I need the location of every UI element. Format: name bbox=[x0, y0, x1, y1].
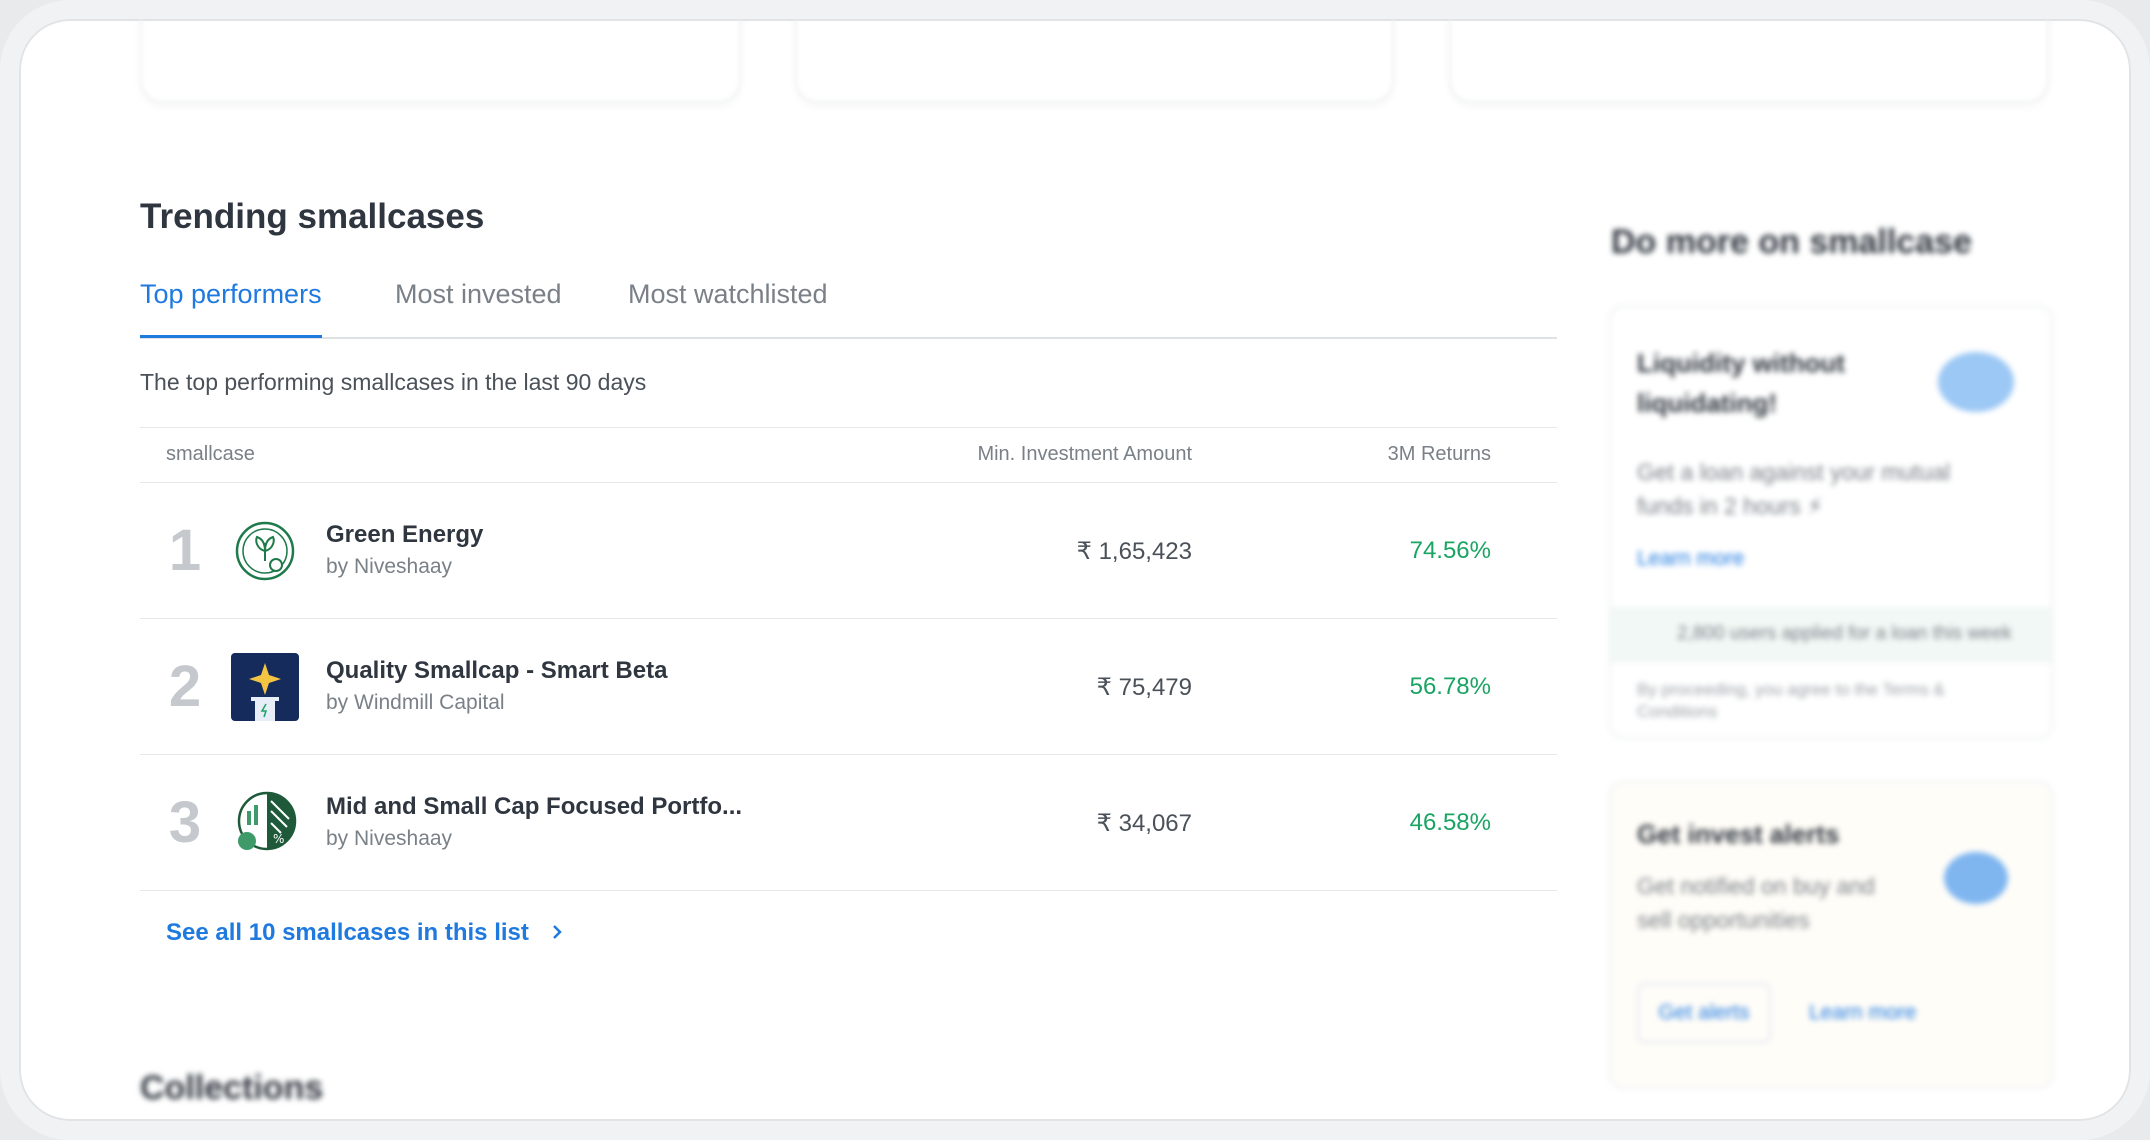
returns: 46.58% bbox=[1409, 809, 1491, 836]
card-note-bar: 2,800 users applied for a loan this week bbox=[1611, 607, 2051, 663]
see-all-text[interactable]: See all 10 smallcases in this list bbox=[166, 919, 529, 946]
button[interactable]: Learn more bbox=[1809, 1001, 1917, 1024]
tab[interactable]: Most watchlisted bbox=[628, 279, 828, 309]
min-investment: ₹ 34,067 bbox=[1096, 810, 1192, 837]
card-title: Liquidity without liquidating! bbox=[1637, 348, 1845, 418]
manager: by Niveshaay bbox=[326, 827, 453, 850]
tab[interactable]: Top performers bbox=[140, 279, 322, 309]
rank: 1 bbox=[168, 518, 202, 583]
manager: by Niveshaay bbox=[326, 555, 453, 578]
card-note: 2,800 users applied for a loan this week bbox=[1677, 623, 2012, 644]
returns: 56.78% bbox=[1409, 673, 1491, 700]
rank: 2 bbox=[168, 654, 202, 719]
card-illustration bbox=[1944, 852, 2008, 904]
smallcase-name[interactable]: Mid and Small Cap Focused Portfo... bbox=[326, 793, 743, 820]
divider bbox=[140, 618, 1557, 619]
section-title: Trending smallcases bbox=[140, 197, 485, 236]
column-header: 3M Returns bbox=[1387, 443, 1491, 465]
smallcase-name[interactable]: Quality Smallcap - Smart Beta bbox=[326, 657, 668, 684]
divider bbox=[140, 754, 1557, 755]
smallcase-icon bbox=[231, 653, 299, 721]
card-link[interactable]: Learn more bbox=[1637, 547, 1745, 570]
svg-text:%: % bbox=[273, 832, 284, 846]
smallcase-icon bbox=[235, 521, 295, 581]
tab-divider bbox=[140, 337, 1557, 339]
returns: 74.56% bbox=[1409, 537, 1491, 564]
top-card[interactable] bbox=[795, 19, 1394, 103]
divider bbox=[140, 482, 1557, 483]
divider bbox=[140, 890, 1557, 891]
card-disclaimer: By proceeding, you agree to the Terms & … bbox=[1637, 680, 1945, 721]
rank: 3 bbox=[168, 790, 202, 855]
manager: by Windmill Capital bbox=[326, 691, 505, 714]
card-illustration bbox=[1938, 352, 2014, 412]
sidebar: Do more on smallcase Liquidity without l… bbox=[1609, 209, 2053, 1121]
smallcase-name[interactable]: Green Energy bbox=[326, 521, 484, 548]
card-text: Get notified on buy and sell opportuniti… bbox=[1637, 873, 1875, 933]
active-tab-indicator bbox=[140, 335, 322, 338]
tab[interactable]: Most invested bbox=[395, 279, 562, 309]
description: The top performing smallcases in the las… bbox=[140, 369, 647, 395]
divider bbox=[140, 427, 1557, 428]
card-text: Get a loan against your mutual funds in … bbox=[1637, 459, 1951, 519]
alerts-card[interactable]: Get invest alerts Get notified on buy an… bbox=[1609, 781, 2053, 1089]
top-card[interactable] bbox=[140, 19, 741, 103]
min-investment: ₹ 1,65,423 bbox=[1076, 538, 1192, 565]
loan-card[interactable]: Liquidity without liquidating! Get a loa… bbox=[1609, 305, 2053, 739]
card-title: Get invest alerts bbox=[1637, 819, 1840, 849]
smallcase-icon: % bbox=[237, 791, 297, 851]
button[interactable]: Get alerts bbox=[1637, 983, 1771, 1043]
column-header: smallcase bbox=[166, 443, 255, 465]
min-investment: ₹ 75,479 bbox=[1096, 674, 1192, 701]
see-all-link[interactable]: See all 10 smallcases in this list bbox=[166, 919, 567, 947]
collections-title: Collections bbox=[140, 1069, 324, 1107]
sidebar-title: Do more on smallcase bbox=[1611, 223, 1972, 261]
column-header: Min. Investment Amount bbox=[977, 443, 1192, 465]
chevron-icon bbox=[552, 925, 562, 939]
top-card[interactable] bbox=[1449, 19, 2049, 103]
